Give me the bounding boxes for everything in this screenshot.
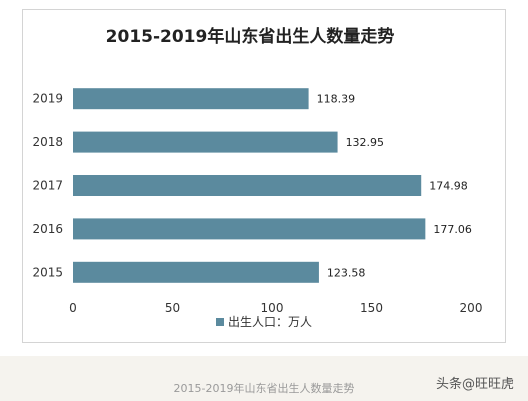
legend-label: 出生人口：万人 <box>228 315 312 329</box>
watermark: 头条@旺旺虎 <box>435 377 514 392</box>
footer-band <box>0 356 528 401</box>
chart-title: 2015-2019年山东省出生人数量走势 <box>106 26 395 47</box>
category-label-2015: 2015 <box>32 265 63 279</box>
data-label-2017: 174.98 <box>429 180 468 193</box>
legend-swatch <box>216 318 224 326</box>
category-label-2019: 2019 <box>32 92 63 106</box>
data-label-2019: 118.39 <box>317 93 356 106</box>
x-tick-label-50: 50 <box>165 301 180 315</box>
x-tick-label-100: 100 <box>261 301 284 315</box>
bar-2016 <box>73 218 426 240</box>
bar-2017 <box>73 175 422 196</box>
bar-2019 <box>73 88 309 110</box>
bar-2015 <box>73 261 319 283</box>
category-label-2016: 2016 <box>32 222 63 236</box>
footer-caption: 2015-2019年山东省出生人数量走势 <box>173 382 355 395</box>
data-label-2015: 123.58 <box>327 266 366 279</box>
x-tick-label-150: 150 <box>360 301 383 315</box>
category-label-2018: 2018 <box>32 135 63 149</box>
x-tick-label-200: 200 <box>460 301 483 315</box>
bar-2018 <box>73 131 338 153</box>
data-label-2016: 177.06 <box>433 223 472 236</box>
category-label-2017: 2017 <box>32 179 63 193</box>
data-label-2018: 132.95 <box>346 136 385 149</box>
x-tick-label-0: 0 <box>69 301 77 315</box>
